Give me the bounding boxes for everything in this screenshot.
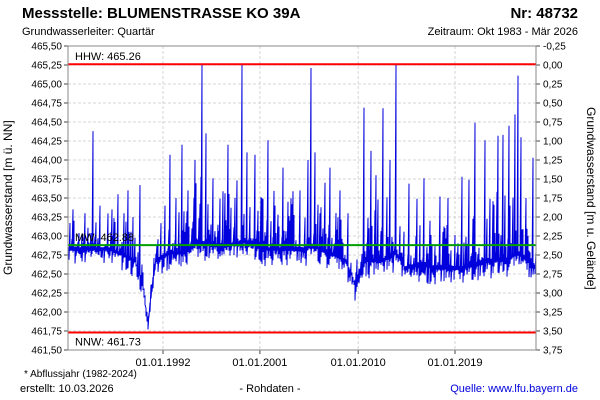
right-tick-label: 0,00 — [543, 61, 563, 72]
x-tick-label: 01.01.1992 — [135, 357, 190, 369]
subheader-row: Grundwasserleiter: Quartär Zeitraum: Okt… — [22, 26, 578, 38]
refline-label-nnw: NNW: 461.73 — [75, 337, 141, 349]
left-tick-label: 462,50 — [31, 270, 62, 281]
left-tick-label: 463,50 — [31, 194, 62, 205]
refline-label-mw: MW: 462.88 — [75, 232, 134, 244]
right-tick-label: 2,00 — [543, 213, 563, 224]
right-tick-label: 1,00 — [543, 137, 563, 148]
right-tick-label: 1,50 — [543, 175, 563, 186]
left-tick-label: 465,25 — [31, 61, 62, 72]
x-tick-label: 01.01.2001 — [232, 357, 287, 369]
right-tick-label: -0,25 — [543, 42, 566, 53]
header-row: Messstelle: BLUMENSTRASSE KO 39A Nr: 487… — [22, 5, 578, 22]
left-tick-label: 464,50 — [31, 118, 62, 129]
left-tick-label: 464,25 — [31, 137, 62, 148]
left-tick-label: 463,25 — [31, 213, 62, 224]
page-title: Messstelle: BLUMENSTRASSE KO 39A — [22, 5, 301, 22]
left-tick-label: 464,00 — [31, 156, 62, 167]
left-tick-label: 462,75 — [31, 251, 62, 262]
right-tick-label: 0,75 — [543, 118, 563, 129]
right-tick-label: 1,25 — [543, 156, 563, 167]
right-tick-label: 3,50 — [543, 327, 563, 338]
right-tick-label: 0,50 — [543, 99, 563, 110]
right-tick-label: 1,75 — [543, 194, 563, 205]
left-tick-label: 464,75 — [31, 99, 62, 110]
right-tick-label: 2,75 — [543, 270, 563, 281]
created-label: erstellt: 10.03.2026 — [20, 383, 114, 395]
left-tick-label: 462,25 — [31, 289, 62, 300]
left-tick-label: 465,50 — [31, 42, 62, 53]
y-axis-right-title: Grundwasserstand [m u. Gelände] — [584, 106, 598, 290]
right-tick-label: 3,00 — [543, 289, 563, 300]
left-tick-label: 461,50 — [31, 346, 62, 357]
left-tick-label: 462,00 — [31, 308, 62, 319]
source-link[interactable]: Quelle: www.lfu.bayern.de — [450, 383, 578, 395]
right-tick-label: 3,75 — [543, 346, 563, 357]
aquifer-label: Grundwasserleiter: Quartär — [22, 26, 155, 38]
left-tick-label: 465,00 — [31, 80, 62, 91]
station-number: Nr: 48732 — [510, 5, 578, 22]
right-tick-label: 0,25 — [543, 80, 563, 91]
series-rohdaten — [67, 64, 537, 330]
refline-label-hhw: HHW: 465.26 — [75, 51, 141, 63]
right-tick-label: 3,25 — [543, 308, 563, 319]
x-tick-label: 01.01.2010 — [331, 357, 386, 369]
plot-frame — [67, 45, 537, 351]
right-tick-label: 2,25 — [543, 232, 563, 243]
right-tick-label: 2,50 — [543, 251, 563, 262]
left-tick-label: 461,75 — [31, 327, 62, 338]
left-tick-label: 463,00 — [31, 232, 62, 243]
x-tick-label: 01.01.2019 — [427, 357, 482, 369]
footnote: * Abflussjahr (1982-2024) — [24, 369, 137, 380]
period-label: Zeitraum: Okt 1983 - Mär 2026 — [427, 26, 578, 38]
data-type-label: - Rohdaten - — [239, 383, 301, 395]
left-tick-label: 463,75 — [31, 175, 62, 186]
